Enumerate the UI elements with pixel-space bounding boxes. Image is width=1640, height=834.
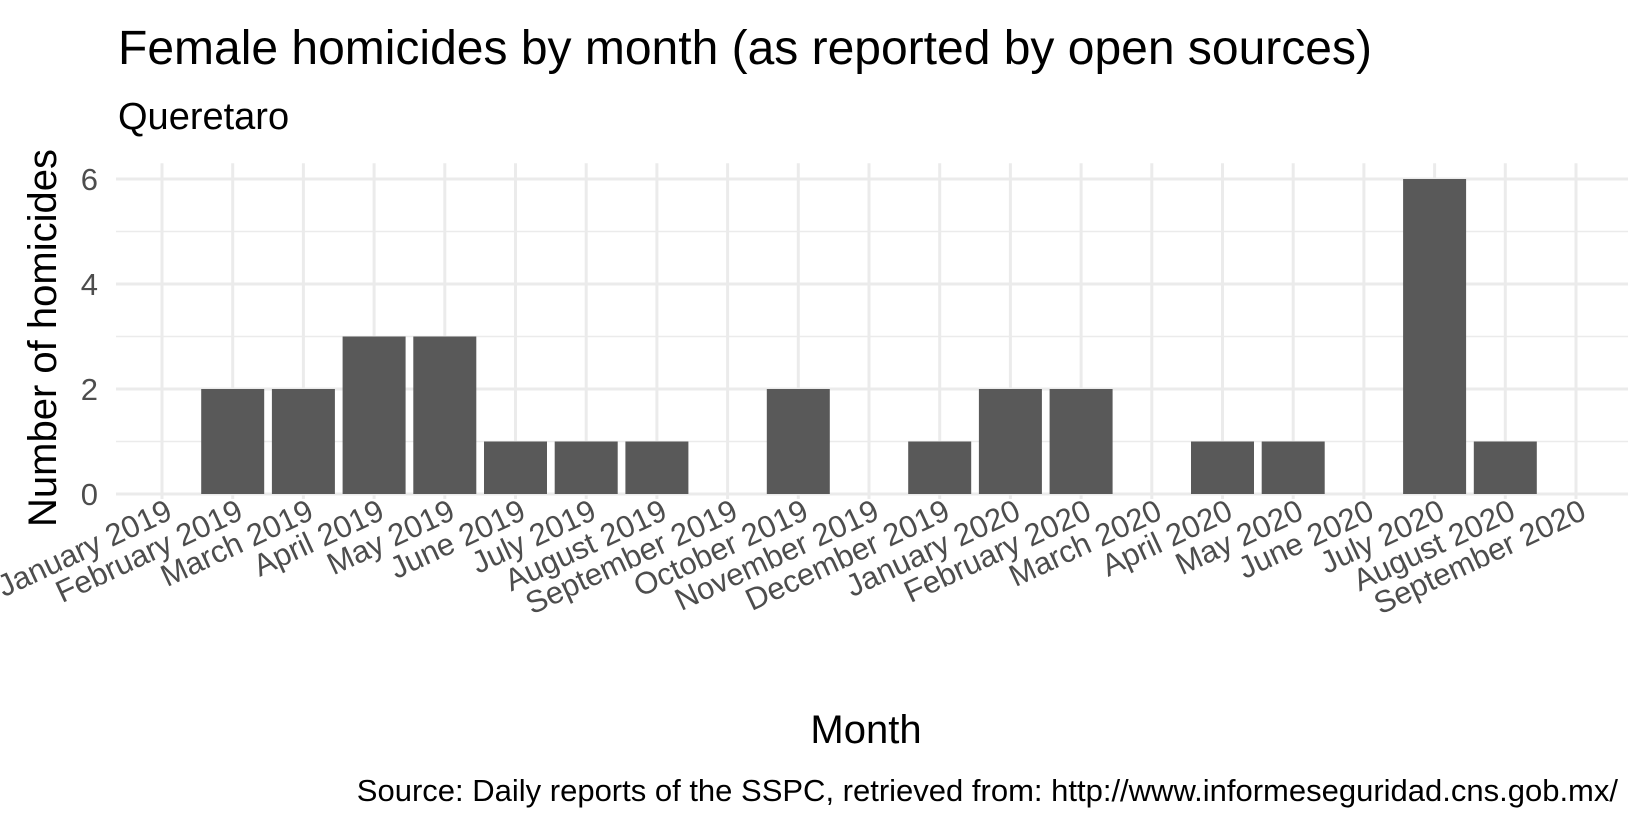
y-axis-title: Number of homicides — [21, 149, 65, 527]
bar-april-2020 — [1191, 441, 1254, 494]
bar-february-2020 — [1049, 389, 1113, 494]
bar-april-2019 — [342, 336, 406, 494]
bar-january-2020 — [978, 389, 1042, 494]
y-tick-label: 6 — [81, 162, 98, 197]
x-axis-title: Month — [810, 708, 921, 752]
bar-october-2019 — [766, 389, 830, 494]
bar-july-2020 — [1403, 179, 1467, 494]
bars — [201, 179, 1537, 494]
bar-june-2019 — [484, 441, 547, 494]
chart-title: Female homicides by month (as reported b… — [118, 22, 1372, 75]
bar-august-2020 — [1473, 441, 1537, 494]
chart-subtitle: Queretaro — [118, 96, 289, 138]
y-tick-labels: 0 2 4 6 — [81, 162, 98, 512]
bar-may-2020 — [1261, 441, 1325, 494]
bar-august-2019 — [625, 441, 689, 494]
bar-march-2019 — [271, 389, 335, 494]
bar-july-2019 — [554, 441, 618, 494]
bar-december-2019 — [908, 441, 972, 494]
y-tick-label: 4 — [81, 267, 98, 302]
bar-february-2019 — [201, 389, 265, 494]
bar-may-2019 — [413, 336, 477, 494]
y-tick-label: 2 — [81, 372, 98, 407]
chart-caption: Source: Daily reports of the SSPC, retri… — [357, 773, 1619, 808]
y-tick-label: 0 — [81, 477, 98, 512]
